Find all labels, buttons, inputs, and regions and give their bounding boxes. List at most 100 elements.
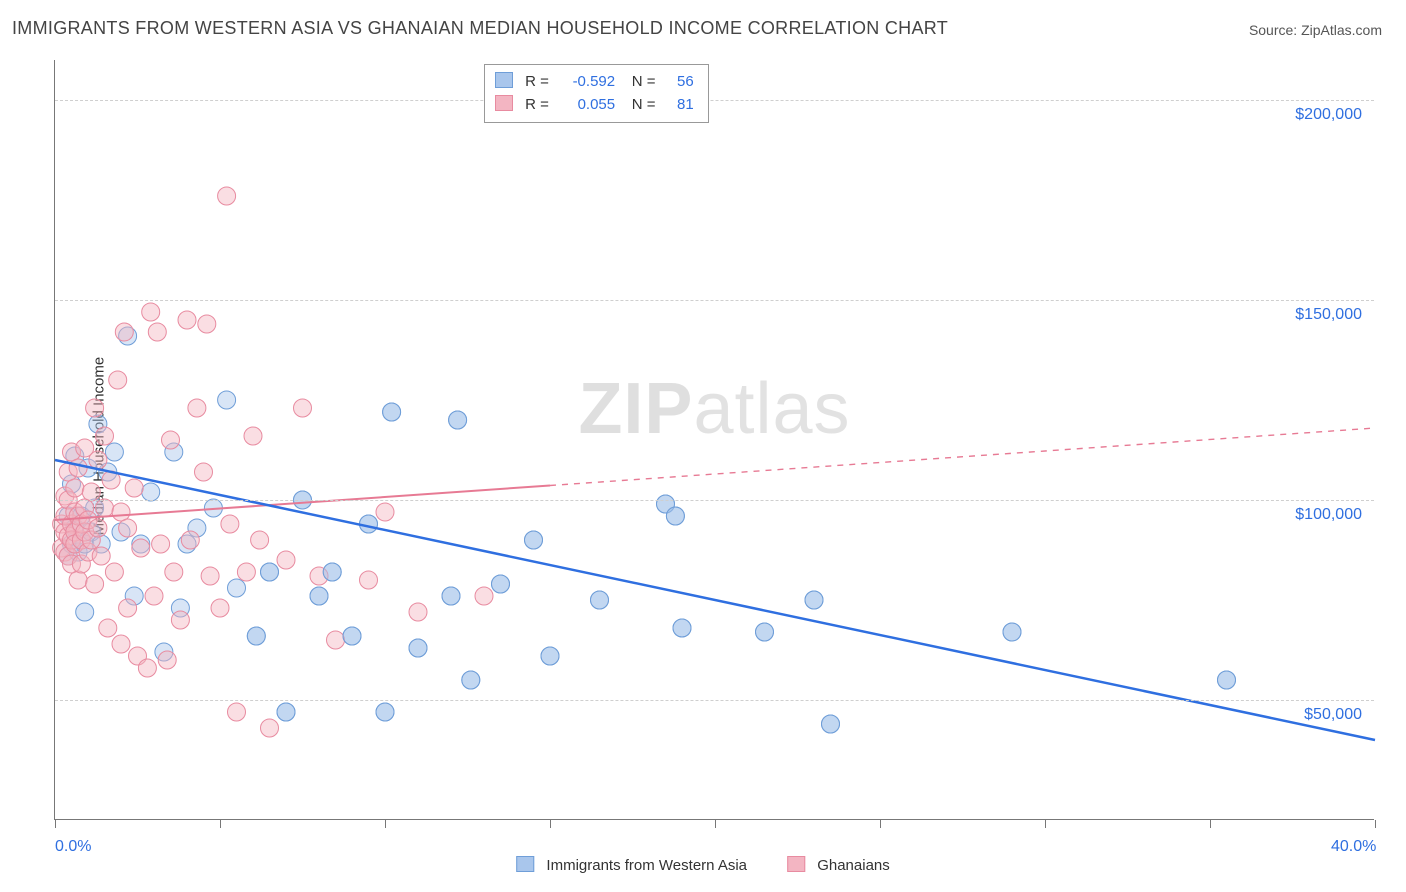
data-point xyxy=(1003,623,1021,641)
chart-area: ZIPatlas $50,000$100,000$150,000$200,000… xyxy=(54,60,1374,820)
data-point xyxy=(119,599,137,617)
trend-line-extrapolated xyxy=(550,428,1375,486)
series-legend: Immigrants from Western Asia Ghanaians xyxy=(516,856,890,874)
x-tick-mark xyxy=(1210,820,1211,828)
data-point xyxy=(294,399,312,417)
gridline xyxy=(55,700,1374,701)
data-point xyxy=(96,499,114,517)
data-point xyxy=(376,703,394,721)
data-point xyxy=(475,587,493,605)
data-point xyxy=(360,571,378,589)
data-point xyxy=(383,403,401,421)
data-point xyxy=(115,323,133,341)
data-point xyxy=(142,303,160,321)
data-point xyxy=(228,703,246,721)
data-point xyxy=(105,563,123,581)
gridline xyxy=(55,500,1374,501)
data-point xyxy=(666,507,684,525)
data-point xyxy=(69,571,87,589)
source-site: ZipAtlas.com xyxy=(1301,22,1382,38)
gridline xyxy=(55,300,1374,301)
data-point xyxy=(449,411,467,429)
data-point xyxy=(261,563,279,581)
data-point xyxy=(211,599,229,617)
n-value-series2: 81 xyxy=(660,94,694,117)
legend-item-series1: Immigrants from Western Asia xyxy=(516,856,747,874)
data-point xyxy=(119,519,137,537)
data-point xyxy=(171,611,189,629)
data-point xyxy=(145,587,163,605)
data-point xyxy=(541,647,559,665)
data-point xyxy=(327,631,345,649)
legend-swatch-series1-b xyxy=(516,856,534,872)
x-tick-mark xyxy=(55,820,56,828)
data-point xyxy=(756,623,774,641)
x-tick-mark xyxy=(880,820,881,828)
data-point xyxy=(82,483,100,501)
chart-container: IMMIGRANTS FROM WESTERN ASIA VS GHANAIAN… xyxy=(0,0,1406,892)
x-tick-mark xyxy=(385,820,386,828)
x-tick-label: 40.0% xyxy=(1331,838,1376,856)
data-point xyxy=(132,539,150,557)
trend-line xyxy=(55,460,1375,740)
plot-area: ZIPatlas $50,000$100,000$150,000$200,000… xyxy=(54,60,1374,820)
scatter-svg xyxy=(55,60,1375,820)
data-point xyxy=(409,603,427,621)
data-point xyxy=(105,443,123,461)
data-point xyxy=(181,531,199,549)
source-attribution: Source: ZipAtlas.com xyxy=(1249,22,1382,38)
data-point xyxy=(96,427,114,445)
data-point xyxy=(86,399,104,417)
data-point xyxy=(525,531,543,549)
data-point xyxy=(125,479,143,497)
data-point xyxy=(218,391,236,409)
data-point xyxy=(112,635,130,653)
data-point xyxy=(99,619,117,637)
data-point xyxy=(1218,671,1236,689)
data-point xyxy=(152,535,170,553)
x-tick-mark xyxy=(715,820,716,828)
data-point xyxy=(158,651,176,669)
data-point xyxy=(442,587,460,605)
y-tick-label: $100,000 xyxy=(1295,506,1362,524)
data-point xyxy=(198,315,216,333)
y-tick-label: $200,000 xyxy=(1295,106,1362,124)
data-point xyxy=(188,399,206,417)
data-point xyxy=(261,719,279,737)
legend-label-series1: Immigrants from Western Asia xyxy=(546,857,747,874)
y-tick-label: $50,000 xyxy=(1304,706,1362,724)
data-point xyxy=(165,563,183,581)
data-point xyxy=(462,671,480,689)
x-tick-label: 0.0% xyxy=(55,838,91,856)
data-point xyxy=(343,627,361,645)
n-value-series1: 56 xyxy=(660,71,694,94)
legend-swatch-series2 xyxy=(495,95,513,111)
stats-legend-row-1: R = -0.592 N = 56 xyxy=(495,71,694,94)
x-tick-mark xyxy=(1045,820,1046,828)
gridline xyxy=(55,100,1374,101)
data-point xyxy=(195,463,213,481)
data-point xyxy=(376,503,394,521)
r-value-series1: -0.592 xyxy=(553,71,615,94)
x-tick-mark xyxy=(550,820,551,828)
data-point xyxy=(251,531,269,549)
data-point xyxy=(178,311,196,329)
data-point xyxy=(492,575,510,593)
data-point xyxy=(218,187,236,205)
data-point xyxy=(89,519,107,537)
data-point xyxy=(822,715,840,733)
r-value-series2: 0.055 xyxy=(553,94,615,117)
data-point xyxy=(247,627,265,645)
data-point xyxy=(69,459,87,477)
legend-item-series2: Ghanaians xyxy=(787,856,890,874)
n-label: N = xyxy=(632,73,656,90)
y-tick-label: $150,000 xyxy=(1295,306,1362,324)
data-point xyxy=(277,551,295,569)
source-label: Source: xyxy=(1249,22,1297,38)
x-tick-mark xyxy=(220,820,221,828)
data-point xyxy=(237,563,255,581)
data-point xyxy=(409,639,427,657)
data-point xyxy=(76,603,94,621)
data-point xyxy=(310,587,328,605)
data-point xyxy=(86,575,104,593)
